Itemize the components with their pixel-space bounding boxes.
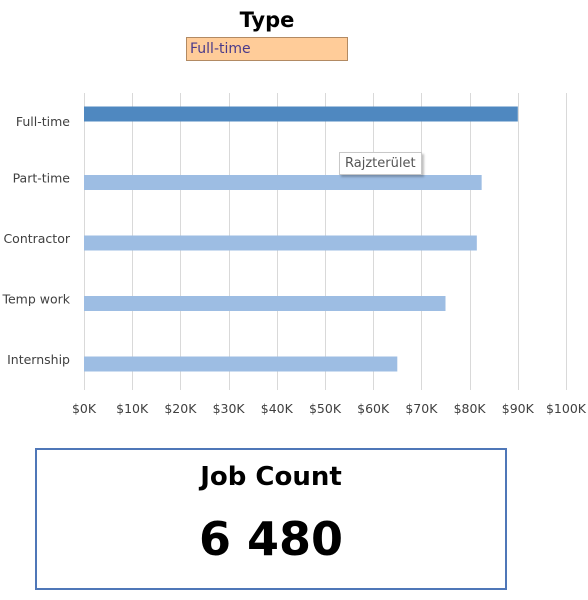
job-count-label: Job Count [200,462,342,492]
x-tick-label: $70K [405,401,438,416]
x-tick-label: $30K [213,401,246,416]
bar-part-time [84,175,482,190]
category-label: Internship [7,352,70,367]
x-tick-label: $60K [357,401,390,416]
job-count-card: Job Count 6 480 [35,448,507,590]
x-tick-label: $40K [261,401,294,416]
category-label: Contractor [3,231,70,246]
x-tick-label: $0K [72,401,97,416]
salary-by-type-bar-chart: $0K $10K $20K $30K $40K $50K $60K $70K $80K $90K $… [1,93,587,416]
bar-full-time [84,106,518,122]
x-tick-label: $100K [546,401,587,416]
chart-area-tooltip: Rajzterület [339,152,422,175]
x-tick-label: $90K [502,401,535,416]
job-count-value: 6 480 [198,512,344,566]
bar-temp-work [84,296,446,311]
type-slicer-title: Type [239,8,295,32]
x-tick-label: $50K [309,401,342,416]
category-label: Full-time [16,114,70,129]
category-label: Part-time [13,171,71,186]
x-tick-label: $80K [454,401,487,416]
category-label: Temp work [1,292,70,307]
x-tick-label: $10K [116,401,149,416]
type-slicer-selected-item[interactable]: Full-time [186,37,348,61]
bar-contractor [84,235,477,251]
x-tick-label: $20K [164,401,197,416]
bar-internship [84,356,398,372]
